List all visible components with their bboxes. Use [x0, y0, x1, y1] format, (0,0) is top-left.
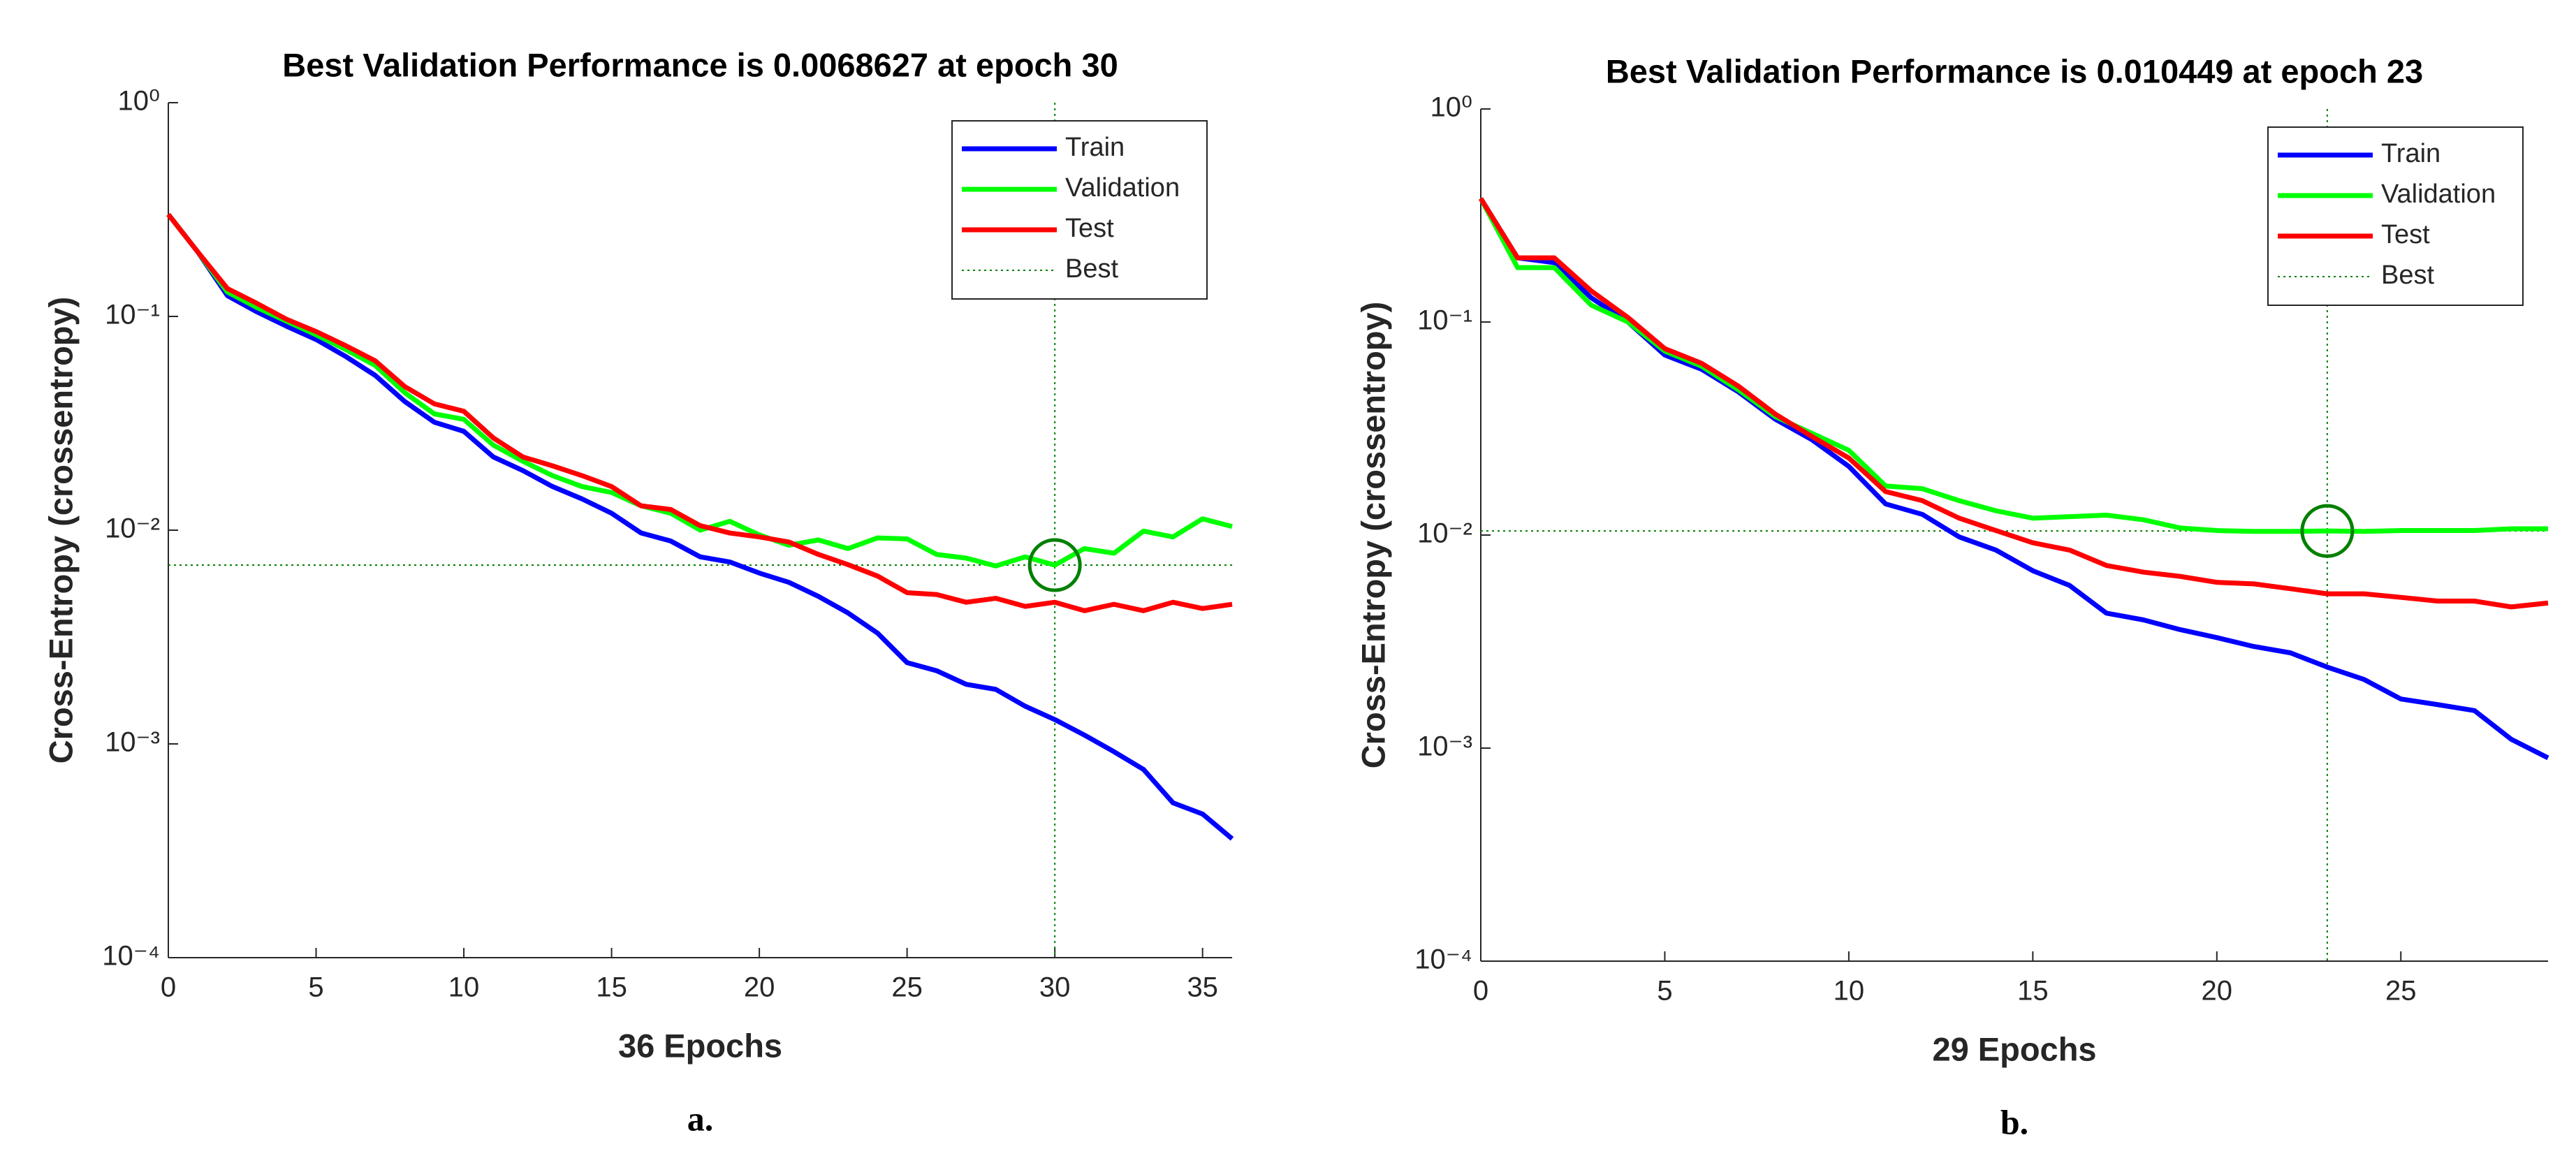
- chart-panel: Best Validation Performance is 0.010449 …: [1354, 52, 2549, 1141]
- y-tick-label: 10⁻³: [1417, 731, 1472, 762]
- legend-label: Test: [1065, 214, 1114, 243]
- x-tick-label: 20: [2202, 976, 2233, 1007]
- y-axis-label: Cross-Entropy (crossentropy): [1354, 302, 1391, 769]
- y-tick-label: 10⁻²: [1417, 518, 1472, 549]
- best-marker: [1027, 538, 1082, 592]
- legend-label: Test: [2381, 220, 2430, 249]
- x-tick-label: 10: [448, 972, 480, 1003]
- y-tick-label: 10⁻⁴: [1414, 944, 1472, 975]
- legend-label: Validation: [1065, 173, 1180, 203]
- x-tick-label: 25: [2385, 976, 2417, 1007]
- x-tick-label: 0: [161, 972, 176, 1003]
- y-tick-label: 10⁰: [117, 86, 160, 117]
- x-tick-label: 35: [1187, 972, 1218, 1003]
- legend-label: Validation: [2381, 180, 2496, 209]
- x-axis-label: 36 Epochs: [618, 1027, 782, 1064]
- x-tick-label: 15: [596, 972, 627, 1003]
- y-axis-label: Cross-Entropy (crossentropy): [42, 297, 79, 764]
- x-tick-label: 10: [1834, 976, 1865, 1007]
- x-tick-label: 0: [1473, 976, 1488, 1007]
- chart-panel: Best Validation Performance is 0.0068627…: [42, 46, 1234, 1138]
- y-tick-label: 10⁻¹: [105, 300, 160, 330]
- caption: b.: [2000, 1102, 2028, 1141]
- x-tick-label: 30: [1039, 972, 1071, 1003]
- series-line: [166, 212, 1233, 569]
- x-tick-label: 20: [744, 972, 775, 1003]
- legend-label: Train: [1065, 133, 1125, 162]
- chart-title: Best Validation Performance is 0.0068627…: [282, 46, 1118, 83]
- x-tick-label: 25: [891, 972, 923, 1003]
- legend-label: Best: [2381, 261, 2434, 290]
- series-line: [166, 212, 1233, 613]
- x-tick-label: 5: [308, 972, 323, 1003]
- series-line: [1479, 197, 2549, 610]
- y-tick-label: 10⁰: [1430, 92, 1472, 123]
- caption: a.: [687, 1099, 714, 1138]
- y-tick-label: 10⁻¹: [1417, 305, 1472, 336]
- legend-label: Best: [1065, 254, 1118, 284]
- series-line: [166, 212, 1234, 841]
- y-tick-label: 10⁻⁴: [102, 941, 160, 972]
- series-line: [1479, 197, 2549, 761]
- legend-label: Train: [2381, 139, 2440, 168]
- x-axis-label: 29 Epochs: [1932, 1030, 2096, 1067]
- x-tick-label: 5: [1657, 976, 1672, 1007]
- chart-title: Best Validation Performance is 0.010449 …: [1606, 52, 2423, 89]
- best-marker: [2300, 504, 2355, 558]
- y-tick-label: 10⁻³: [105, 727, 160, 758]
- x-tick-label: 15: [2017, 976, 2049, 1007]
- y-tick-label: 10⁻²: [105, 513, 160, 544]
